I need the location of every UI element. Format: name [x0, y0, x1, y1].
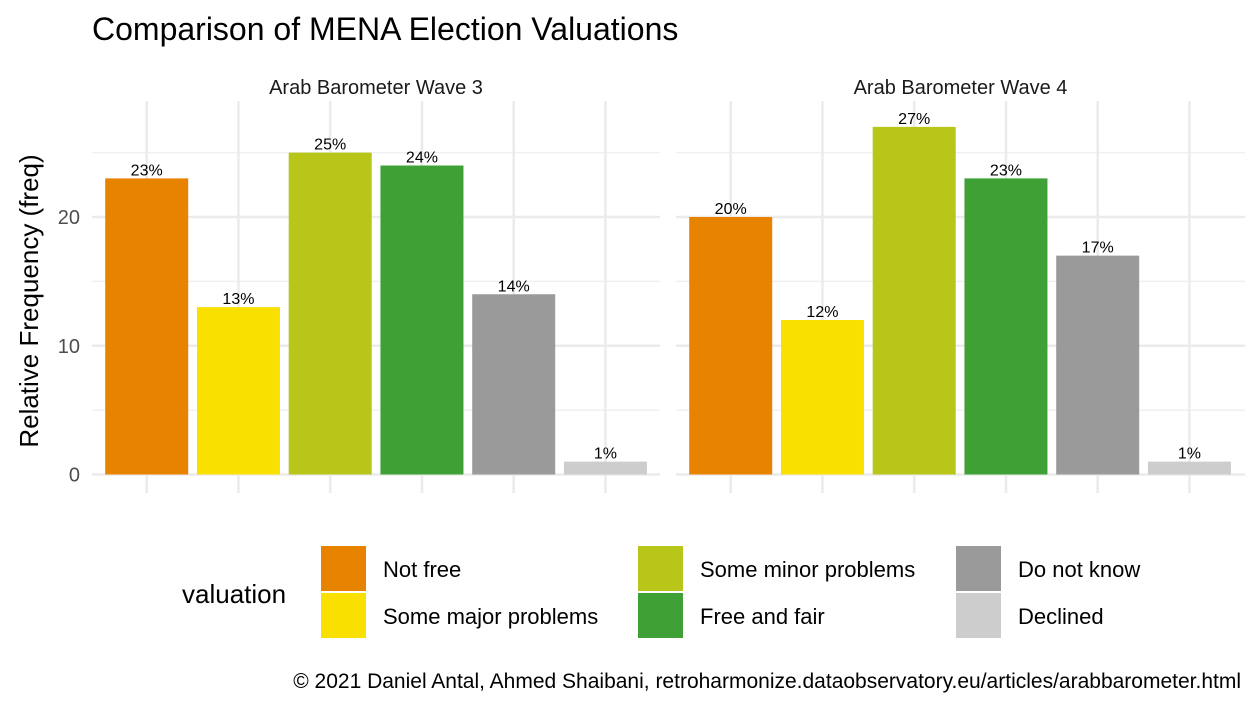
legend-label: Not free — [383, 557, 461, 582]
legend-items: Not free Some major problems Some minor pr… — [321, 546, 1140, 638]
facet-label: Arab Barometer Wave 4 — [854, 77, 1068, 99]
legend: valuation Not free Some major problems Som… — [182, 546, 1140, 638]
bar — [780, 320, 864, 475]
bar — [1147, 461, 1231, 475]
facet-panel-2: Arab Barometer Wave 4 20% 12% 27% 23% 17% 1% — [676, 77, 1245, 493]
bar — [872, 126, 956, 475]
data-label: 24% — [406, 150, 438, 167]
legend-title: valuation — [182, 579, 286, 609]
y-tick-label: 0 — [69, 465, 80, 487]
data-label: 1% — [1178, 446, 1201, 463]
bar — [288, 152, 372, 475]
data-label: 12% — [806, 304, 838, 321]
y-tick-label: 10 — [58, 336, 80, 358]
legend-swatch — [956, 546, 1001, 591]
facet-label: Arab Barometer Wave 3 — [269, 77, 483, 99]
legend-swatch — [638, 593, 683, 638]
bar — [380, 165, 464, 475]
bar — [1056, 255, 1140, 475]
facet-panel-1: Arab Barometer Wave 3 23% 13% 25% 24% 14% 1% — [92, 77, 660, 493]
data-label: 13% — [222, 291, 254, 308]
bar — [689, 217, 773, 475]
legend-swatch — [321, 546, 366, 591]
data-label: 1% — [594, 446, 617, 463]
data-label: 20% — [715, 201, 747, 218]
bar — [105, 178, 189, 475]
chart-title: Comparison of MENA Election Valuations — [92, 11, 678, 47]
data-label: 25% — [314, 137, 346, 154]
chart-caption: © 2021 Daniel Antal, Ahmed Shaibani, ret… — [293, 670, 1241, 693]
legend-swatch — [956, 593, 1001, 638]
data-label: 14% — [498, 278, 530, 295]
legend-label: Declined — [1018, 604, 1104, 629]
data-label: 27% — [898, 111, 930, 128]
bar — [563, 461, 647, 475]
legend-label: Free and fair — [700, 604, 825, 629]
legend-label: Some major problems — [383, 604, 598, 629]
legend-label: Do not know — [1018, 557, 1140, 582]
y-axis-label: Relative Frequency (freq) — [14, 154, 44, 447]
legend-label: Some minor problems — [700, 557, 915, 582]
y-tick-label: 20 — [58, 207, 80, 229]
legend-swatch — [638, 546, 683, 591]
data-label: 23% — [990, 162, 1022, 179]
y-axis-ticks: 0 10 20 — [58, 207, 80, 487]
legend-swatch — [321, 593, 366, 638]
facets: Arab Barometer Wave 323%13%25%24%14%1%Ar… — [58, 77, 1245, 493]
bar — [196, 307, 280, 475]
data-label: 17% — [1082, 240, 1114, 257]
bar — [472, 294, 556, 475]
bar — [964, 178, 1048, 475]
data-label: 23% — [131, 162, 163, 179]
